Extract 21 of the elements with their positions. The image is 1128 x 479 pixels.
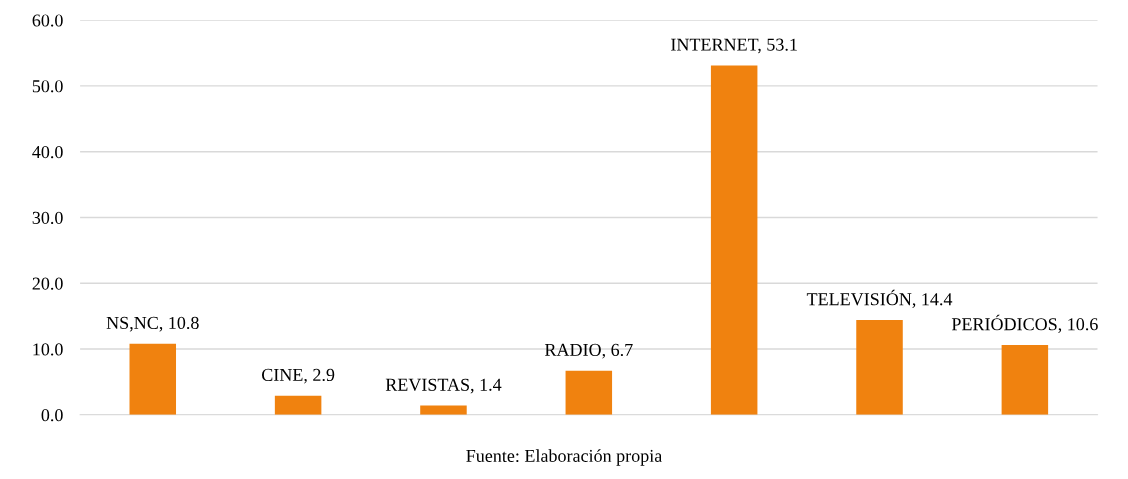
y-tick-label: 0.0 bbox=[41, 409, 63, 422]
data-label: TELEVISIÓN, 14.4 bbox=[806, 289, 953, 308]
data-label: INTERNET, 53.1 bbox=[671, 38, 797, 54]
data-label: RADIO, 6.7 bbox=[544, 343, 633, 359]
data-label: REVISTAS, 1.4 bbox=[385, 378, 502, 394]
data-label: NS,NC, 10.8 bbox=[106, 316, 199, 332]
y-tick-label: 60.0 bbox=[32, 14, 63, 27]
bar bbox=[129, 343, 177, 415]
bar bbox=[565, 370, 613, 415]
y-tick-label: 30.0 bbox=[32, 211, 63, 224]
bar bbox=[856, 320, 903, 415]
bar bbox=[274, 395, 322, 415]
y-tick-label: 20.0 bbox=[32, 277, 63, 290]
y-tick-label: 50.0 bbox=[32, 80, 63, 93]
source-note: Fuente: Elaboración propia bbox=[466, 449, 663, 466]
bar bbox=[1001, 345, 1049, 415]
data-label: CINE, 2.9 bbox=[262, 368, 335, 384]
bar bbox=[710, 65, 758, 415]
y-tick-label: 10.0 bbox=[33, 343, 63, 356]
data-label: PERIÓDICOS, 10.6 bbox=[951, 314, 1098, 333]
y-tick-label: 40.0 bbox=[32, 145, 63, 159]
